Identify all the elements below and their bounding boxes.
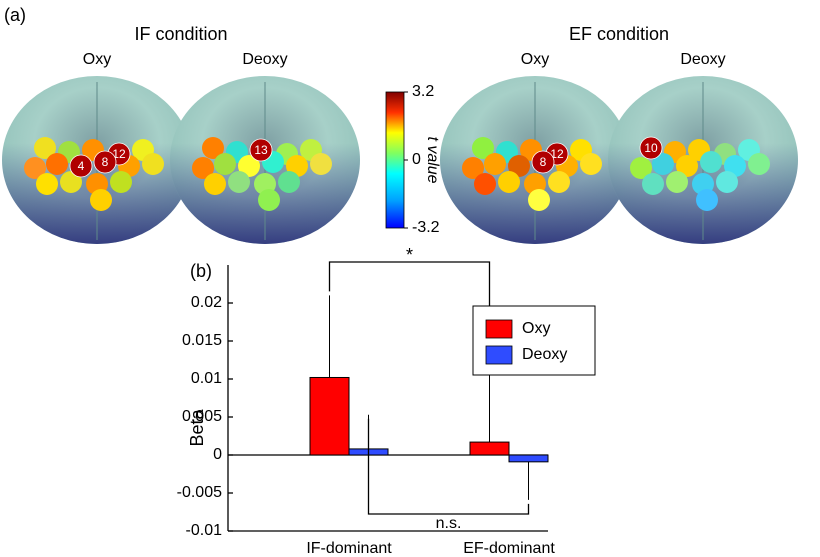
legend-box [472,305,596,376]
legend-label: Oxy [522,320,550,337]
y-axis-label: Beta [187,408,207,446]
x-tick-label: EF-dominant [463,540,555,557]
channel [696,189,718,211]
channel [228,171,250,193]
channel [278,171,300,193]
legend-swatch [485,345,513,365]
channel [642,173,664,195]
channel-label: 4 [78,159,85,173]
channel [46,153,68,175]
annotation: * [406,245,413,265]
map-title: Deoxy [242,51,287,68]
ns-bracket [367,418,530,515]
channel [192,157,214,179]
bar [309,376,350,456]
channel [528,189,550,211]
bar [508,454,549,463]
channel [258,189,280,211]
colorbar-label: t value [424,136,441,183]
channel [34,137,56,159]
y-tick-label: -0.01 [186,522,223,539]
map-title: Deoxy [680,51,725,68]
channel [484,153,506,175]
channel [630,157,652,179]
channel [110,171,132,193]
channel [24,157,46,179]
channel [508,155,530,177]
y-tick-label: -0.005 [177,484,222,501]
channel [716,171,738,193]
map-title: Oxy [521,51,549,68]
channel [498,171,520,193]
channel-highlight [639,136,663,160]
channel [748,153,770,175]
channel [666,171,688,193]
y-tick-label: 0.02 [191,294,222,311]
legend-label: Deoxy [522,346,567,363]
channel-label: 8 [540,155,547,169]
channel [580,153,602,175]
channel [214,153,236,175]
significance-bracket [328,261,491,363]
channel [238,155,260,177]
y-tick-label: 0 [213,446,222,463]
panel-label: (a) [4,5,26,25]
channel [462,157,484,179]
channel-highlight [69,154,93,178]
channel [202,137,224,159]
channel [142,153,164,175]
colorbar [385,91,405,229]
channel [60,171,82,193]
y-tick-label: 0.015 [182,332,222,349]
channel [548,171,570,193]
channel [700,151,722,173]
channel [90,189,112,211]
bar [469,441,510,456]
colorbar-tick-label: 3.2 [412,83,434,100]
condition-title: IF condition [134,24,227,44]
channel-label: 8 [102,155,109,169]
channel-highlight [531,150,555,174]
x-tick-label: IF-dominant [306,540,392,557]
channel-highlight [93,150,117,174]
channel-label: 10 [644,141,658,155]
channel-highlight [249,138,273,162]
channel [474,173,496,195]
channel-label: 12 [112,147,126,161]
legend-swatch [485,319,513,339]
panel-label: (b) [190,261,212,281]
channel [310,153,332,175]
channel-label: 12 [550,147,564,161]
channel [676,155,698,177]
channel-label: 13 [254,143,268,157]
y-tick-label: 0.005 [182,408,222,425]
colorbar-tick-label: 0 [412,151,421,168]
annotation: n.s. [436,515,462,532]
channel [652,153,674,175]
y-tick-label: 0.01 [191,370,222,387]
channel [204,173,226,195]
channel [36,173,58,195]
colorbar-tick-label: -3.2 [412,219,440,236]
channel [472,137,494,159]
condition-title: EF condition [569,24,669,44]
map-title: Oxy [83,51,111,68]
